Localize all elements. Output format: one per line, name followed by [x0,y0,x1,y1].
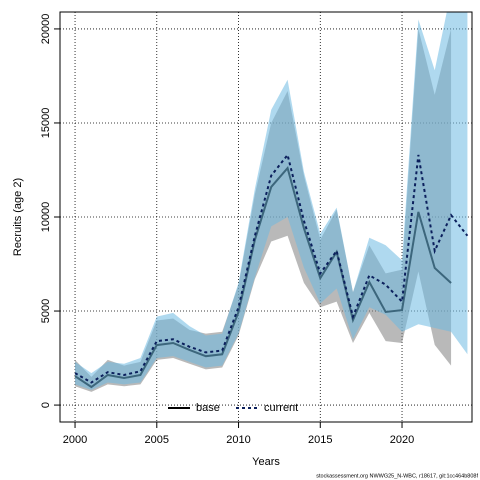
y-tick-label: 15000 [40,108,52,139]
legend-label: current [264,402,298,414]
footer: stockassessment.org NWWG25_N-WBC, r18617… [316,473,478,479]
plot-frame [59,11,473,423]
x-tick-label: 2000 [63,434,87,446]
y-tick-label: 0 [40,402,52,408]
x-tick-label: 2020 [390,434,414,446]
y-axis-label: Recruits (age 2) [12,178,24,256]
x-tick-label: 2010 [226,434,250,446]
y-tick-label: 10000 [40,202,52,233]
x-tick-label: 2015 [308,434,332,446]
series-line [74,152,469,384]
y-tick-label: 20000 [40,14,52,45]
y-tick-label: 5000 [40,299,52,323]
x-axis-label: Years [252,456,280,468]
plot-area [74,12,469,392]
x-tick-label: 2005 [145,434,169,446]
legend-label: base [196,402,220,414]
confidence-band [75,12,468,391]
